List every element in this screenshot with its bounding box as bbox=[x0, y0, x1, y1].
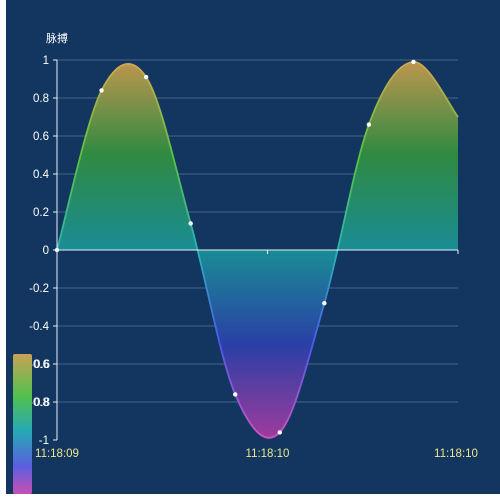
visual-map-label-2: 0.8 bbox=[34, 397, 50, 409]
y-tick-label: 0.8 bbox=[33, 93, 49, 105]
y-tick-label: -0.4 bbox=[29, 321, 49, 333]
data-point[interactable] bbox=[99, 88, 104, 93]
visual-map[interactable]: 0.6 0.8 bbox=[13, 354, 50, 494]
x-tick-label: 11:18:09 bbox=[35, 448, 79, 460]
y-tick-label: 0 bbox=[43, 245, 49, 257]
visual-map-bar[interactable] bbox=[13, 354, 32, 494]
y-tick-label: -0.2 bbox=[29, 283, 49, 295]
y-tick-label: 1 bbox=[43, 55, 49, 67]
y-tick-label: 0.6 bbox=[33, 131, 49, 143]
data-point[interactable] bbox=[188, 221, 193, 226]
x-tick-label: 11:18:10 bbox=[434, 448, 478, 460]
data-point[interactable] bbox=[411, 59, 416, 65]
y-tick-label: -1 bbox=[39, 435, 49, 447]
y-axis-ticks: 1 0.8 0.6 0.4 0.2 0 -0.2 -0.4 -0.6 -0.8 -1 bbox=[29, 55, 57, 447]
y-tick-label: -0.8 bbox=[29, 397, 49, 409]
data-point[interactable] bbox=[143, 74, 149, 80]
data-points bbox=[54, 59, 416, 435]
series-line bbox=[56, 60, 459, 439]
x-tick-label: 11:18:10 bbox=[246, 448, 290, 460]
data-point[interactable] bbox=[366, 122, 372, 127]
y-axis-title: 脉搏 bbox=[46, 31, 68, 45]
data-point[interactable] bbox=[277, 430, 282, 435]
y-tick-label: 0.4 bbox=[33, 169, 50, 181]
data-point[interactable] bbox=[233, 392, 238, 397]
series-area bbox=[57, 61, 458, 438]
visual-map-label-1: 0.6 bbox=[34, 359, 50, 371]
y-tick-label: -0.6 bbox=[29, 359, 49, 371]
y-tick-label: 0.2 bbox=[33, 207, 49, 219]
data-point[interactable] bbox=[322, 301, 327, 306]
x-axis-ticks: 11:18:09 11:18:10 11:18:10 bbox=[35, 250, 478, 460]
